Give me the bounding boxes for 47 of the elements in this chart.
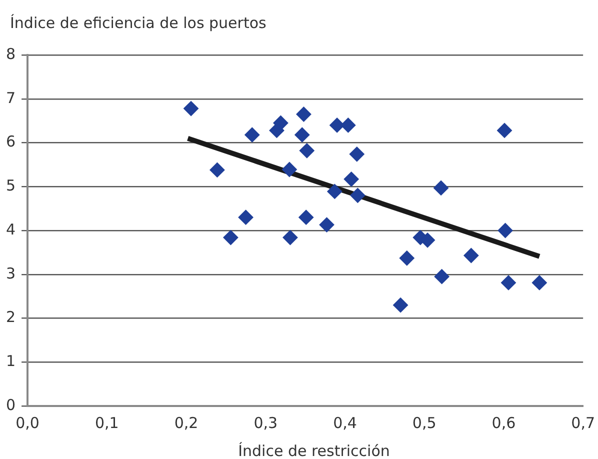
point <box>296 106 312 122</box>
point <box>210 162 225 178</box>
x-tick-label: 0,2 <box>174 414 198 432</box>
point <box>340 118 356 133</box>
point <box>532 275 547 290</box>
x-tick-label: 0,4 <box>333 414 357 432</box>
point <box>399 250 414 266</box>
point <box>273 116 288 131</box>
y-tick-label: 1 <box>6 352 16 370</box>
x-tick-label: 0,7 <box>571 414 595 432</box>
point <box>393 298 408 313</box>
x-tick-label: 0,5 <box>412 414 436 432</box>
y-tick-label: 2 <box>6 308 16 326</box>
point <box>282 162 297 178</box>
y-axis-title: Índice de eficiencia de los puertos <box>10 14 266 32</box>
point <box>282 230 298 246</box>
point <box>498 223 513 238</box>
x-tick-label: 0,0 <box>16 414 40 432</box>
point <box>299 143 314 158</box>
point <box>349 146 364 162</box>
point <box>244 127 260 142</box>
y-tick-label: 7 <box>6 88 16 107</box>
point <box>223 230 238 246</box>
point <box>238 210 254 225</box>
point <box>500 275 516 290</box>
point <box>434 180 449 196</box>
point <box>344 172 359 187</box>
point <box>327 184 342 199</box>
y-tick-label: 0 <box>6 396 16 414</box>
x-axis-title: Índice de restricción <box>237 442 391 459</box>
x-tick-label: 0,6 <box>492 414 516 432</box>
y-tick-label: 4 <box>6 220 16 238</box>
point <box>330 118 345 133</box>
point <box>350 188 366 203</box>
point <box>294 127 310 142</box>
point <box>434 269 450 284</box>
point <box>184 101 199 116</box>
y-tick-label: 5 <box>6 176 16 195</box>
point <box>464 248 479 264</box>
x-tick-label: 0,1 <box>94 414 119 432</box>
y-tick-label: 8 <box>6 44 16 63</box>
y-tick-label: 6 <box>6 132 16 151</box>
point <box>298 210 314 225</box>
y-tick-label: 3 <box>6 264 16 282</box>
point <box>497 122 512 138</box>
x-tick-label: 0,3 <box>254 414 278 432</box>
point <box>319 217 334 232</box>
